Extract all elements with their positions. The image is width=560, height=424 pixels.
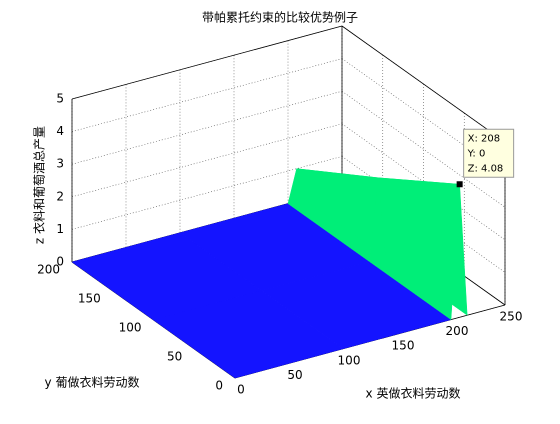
- grid-line: [71, 58, 343, 132]
- y-tick-label: 100: [119, 321, 142, 335]
- x-tick-label: 150: [392, 339, 415, 353]
- x-tick-label: 0: [237, 383, 245, 397]
- chart-title: 带帕累托约束的比较优势例子: [202, 10, 358, 25]
- x-tick-label: 250: [500, 310, 523, 324]
- z-tick-label: 5: [56, 92, 64, 106]
- y-tick-label: 150: [78, 292, 101, 306]
- grid-line: [341, 156, 506, 273]
- surface-patch: [377, 177, 468, 316]
- y-axis-label: y 葡做衣料劳动数: [45, 375, 140, 390]
- datatip-label: Z: 4.08: [468, 163, 504, 174]
- y-tick-label: 0: [215, 379, 223, 393]
- datatip-label: Y: 0: [467, 148, 486, 159]
- z-axis-label: z 衣料和葡萄酒总产量: [32, 126, 47, 244]
- grid-line: [341, 58, 506, 175]
- z-tick-label: 1: [56, 222, 64, 236]
- z-tick-label: 4: [56, 124, 64, 138]
- z-tick-label: 3: [56, 157, 64, 171]
- datatip-label: X: 208: [468, 133, 501, 144]
- box-edge: [71, 25, 343, 100]
- x-axis-label: x 英做衣料劳动数: [366, 386, 461, 401]
- datatip-box: [463, 128, 515, 178]
- grid-line: [341, 90, 506, 208]
- grid-line: [341, 123, 506, 241]
- y-tick-label: 50: [167, 350, 182, 364]
- x-tick-label: 200: [446, 324, 469, 338]
- y-tick-label: 200: [37, 263, 60, 277]
- grid-line: [71, 90, 343, 165]
- x-tick-label: 100: [338, 353, 361, 367]
- datatip-marker: [456, 181, 463, 188]
- z-tick-label: 2: [56, 189, 64, 203]
- z-tick-label: 0: [56, 255, 64, 269]
- x-tick-label: 50: [287, 368, 302, 382]
- box-edge: [341, 25, 506, 143]
